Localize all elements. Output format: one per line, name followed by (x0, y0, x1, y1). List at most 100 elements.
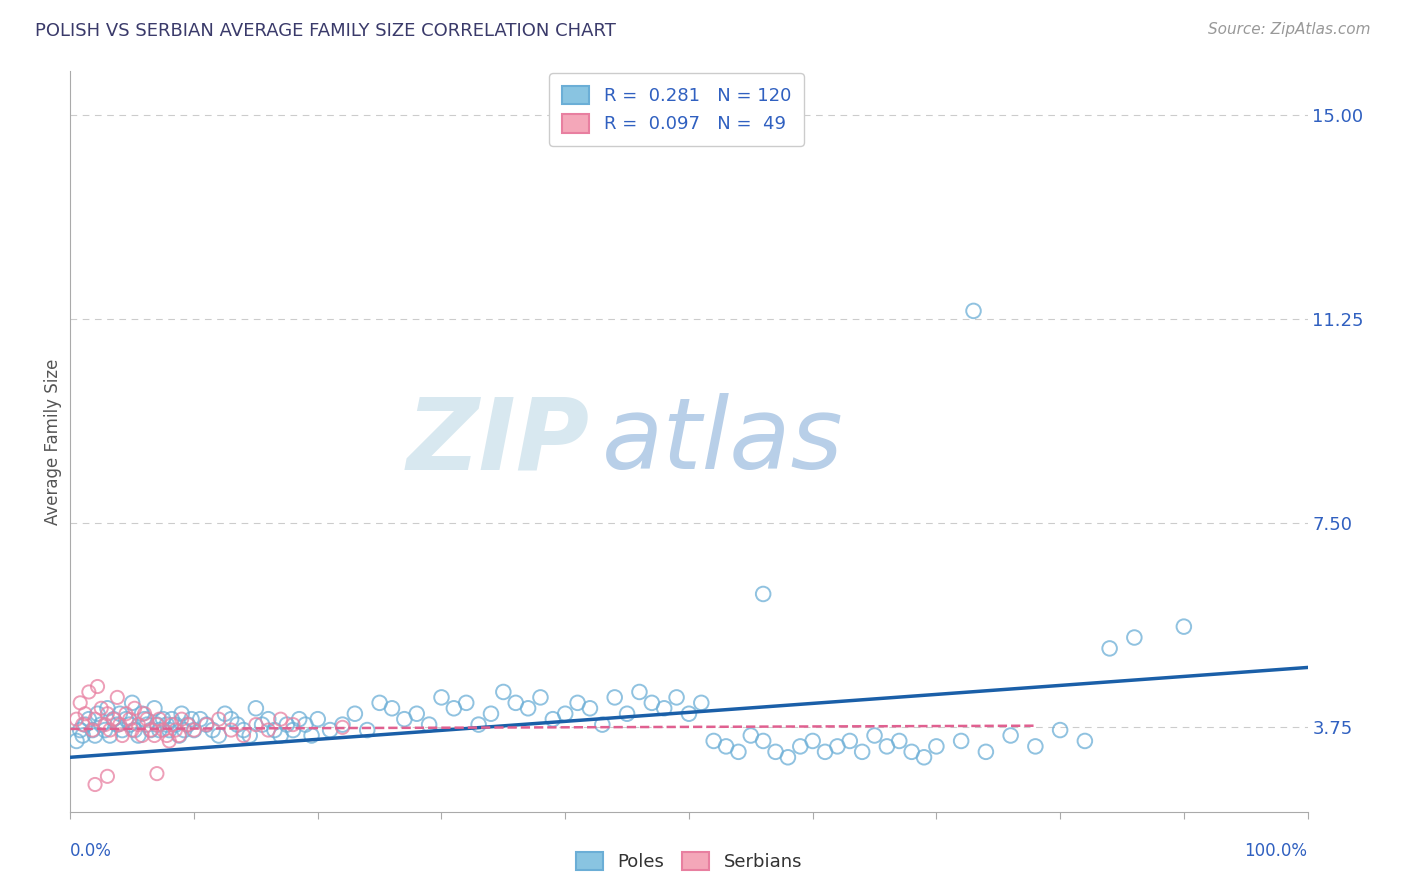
Point (245, 717, 267, 731)
Point (250, 717, 273, 731)
Point (591, 717, 613, 731)
Point (90, 717, 112, 731)
Point (152, 723, 174, 737)
Point (143, 701, 166, 715)
Point (82, 723, 104, 737)
Point (214, 706, 236, 721)
Point (146, 717, 169, 731)
Point (479, 706, 502, 721)
Point (82, 723, 104, 737)
Point (1074, 734, 1097, 748)
Point (115, 706, 138, 721)
Point (75, 717, 97, 731)
Y-axis label: Average Family Size: Average Family Size (44, 359, 62, 524)
Point (180, 712, 202, 726)
Point (134, 706, 156, 721)
Point (105, 717, 128, 731)
Point (156, 717, 179, 731)
Point (127, 717, 149, 731)
Point (492, 685, 515, 699)
Point (208, 729, 231, 743)
Point (94, 717, 117, 731)
Point (281, 723, 304, 737)
Point (167, 729, 190, 743)
Point (912, 750, 935, 764)
Point (1049, 723, 1071, 737)
Point (118, 712, 141, 726)
Point (148, 723, 170, 737)
Point (111, 723, 134, 737)
Point (165, 723, 187, 737)
Point (641, 696, 664, 710)
Point (394, 712, 416, 726)
Point (103, 712, 125, 726)
Point (72, 729, 94, 743)
Point (170, 706, 193, 721)
Point (889, 734, 911, 748)
Point (69, 723, 91, 737)
Point (94, 723, 117, 737)
Point (288, 712, 311, 726)
Point (139, 723, 162, 737)
Point (239, 729, 262, 743)
Point (789, 739, 811, 754)
Point (863, 729, 886, 743)
Point (183, 723, 205, 737)
Text: 0.0%: 0.0% (70, 842, 112, 860)
Point (77, 685, 100, 699)
Point (75, 706, 97, 721)
Point (301, 729, 323, 743)
Text: Source: ZipAtlas.com: Source: ZipAtlas.com (1208, 22, 1371, 37)
Point (156, 729, 179, 743)
Point (381, 701, 404, 715)
Point (690, 696, 713, 710)
Point (90, 701, 112, 715)
Point (84, 712, 107, 726)
Point (851, 745, 873, 759)
Point (121, 723, 143, 737)
Point (467, 717, 489, 731)
Point (86, 706, 108, 721)
Point (84, 729, 107, 743)
Point (167, 729, 190, 743)
Point (827, 739, 849, 754)
Point (776, 750, 799, 764)
Point (974, 745, 997, 759)
Text: POLISH VS SERBIAN AVERAGE FAMILY SIZE CORRELATION CHART: POLISH VS SERBIAN AVERAGE FAMILY SIZE CO… (35, 22, 616, 40)
Point (136, 717, 159, 731)
Point (72, 717, 94, 731)
Point (579, 701, 602, 715)
Point (115, 712, 138, 726)
Point (131, 729, 153, 743)
Point (96, 706, 118, 721)
Point (319, 723, 342, 737)
Point (740, 729, 762, 743)
Point (134, 712, 156, 726)
Point (121, 696, 143, 710)
Point (69, 696, 91, 710)
Text: atlas: atlas (602, 393, 844, 490)
Point (517, 701, 540, 715)
Point (332, 720, 354, 734)
Point (876, 739, 898, 754)
Point (118, 717, 141, 731)
Point (65, 712, 87, 726)
Point (752, 734, 775, 748)
Point (195, 717, 218, 731)
Point (294, 717, 316, 731)
Point (418, 717, 440, 731)
Point (96, 769, 118, 783)
Point (124, 723, 146, 737)
Point (173, 723, 195, 737)
Point (96, 701, 118, 715)
Point (714, 739, 737, 754)
Point (356, 723, 378, 737)
Point (276, 717, 298, 731)
Point (160, 717, 183, 731)
Point (188, 712, 211, 726)
Point (139, 723, 162, 737)
Point (1173, 619, 1195, 633)
Point (146, 717, 169, 731)
Point (1098, 641, 1121, 656)
Point (105, 690, 128, 705)
